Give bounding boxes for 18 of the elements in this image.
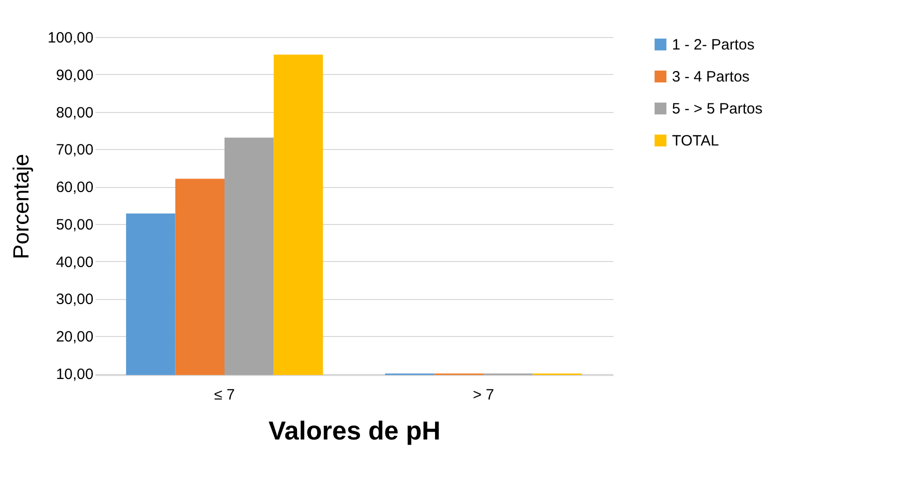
legend-label: TOTAL [672, 132, 719, 150]
y-tick-label: 90,00 [56, 66, 94, 84]
y-axis-title: Porcentaje [8, 154, 34, 260]
legend-label: 5 - > 5 Partos [672, 100, 762, 118]
y-tick-label: 30,00 [56, 291, 94, 308]
y-tick-label: 100,00 [48, 30, 94, 46]
y-tick-label: 50,00 [56, 216, 94, 234]
y-tick-label: 60,00 [56, 179, 94, 196]
y-tick-label: 40,00 [56, 254, 94, 271]
x-axis-title: Valores de pH [268, 416, 440, 446]
y-tick-label: 10,00 [56, 366, 94, 384]
y-tick-label: 80,00 [56, 104, 94, 122]
x-tick-label: > 7 [472, 386, 494, 404]
legend-label: 1 - 2- Partos [672, 36, 755, 54]
legend-label: 3 - 4 Partos [672, 68, 750, 86]
y-tick-label: 70,00 [56, 142, 94, 159]
x-tick-label: ≤ 7 [214, 386, 235, 404]
y-tick-label: 20,00 [56, 328, 94, 346]
